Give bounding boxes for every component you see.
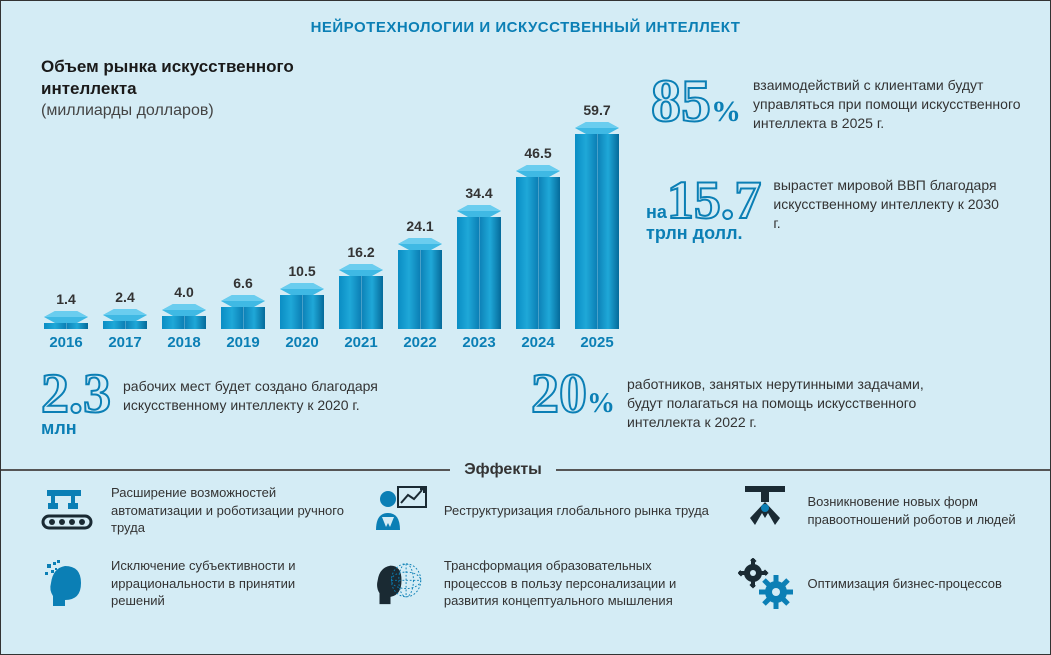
bar-value: 4.0 (174, 284, 193, 300)
bar-2016: 1.4 (41, 291, 91, 329)
effects-title: Эффекты (450, 461, 556, 479)
hex-bar (103, 309, 147, 329)
stat-number: 85 (651, 68, 711, 134)
hex-bar (457, 205, 501, 329)
bar-value: 24.1 (406, 218, 433, 234)
bar-2021: 16.2 (336, 244, 386, 329)
effect-item: Возникновение новых форм правоотношений … (738, 483, 1030, 538)
year-label: 2020 (277, 334, 327, 351)
bars-container: 1.42.44.06.610.516.224.134.446.559.7 (41, 114, 631, 329)
stat-prefix: на (646, 202, 667, 222)
bar-2023: 34.4 (454, 185, 504, 329)
bar-value: 34.4 (465, 185, 492, 201)
year-label: 2016 (41, 334, 91, 351)
stat-suffix: % (587, 388, 615, 419)
chart-title: Объем рынка искусственного интеллекта (м… (41, 56, 631, 120)
hex-bar (575, 122, 619, 329)
effect-text: Расширение возможностей автоматизации и … (111, 484, 349, 537)
stat-20: 20% работников, занятых нерутинными зада… (531, 371, 957, 432)
stat-number: 15.7 (667, 170, 762, 230)
bar-2025: 59.7 (572, 102, 622, 329)
divider-line (1, 469, 450, 471)
effect-item: Расширение возможностей автоматизации и … (41, 483, 349, 538)
head-globe-icon (374, 556, 429, 611)
bar-value: 16.2 (347, 244, 374, 260)
hex-bar (162, 304, 206, 329)
effect-item: Реструктуризация глобального рынка труда (374, 483, 713, 538)
stat-text: рабочих мест будет создано благодаря иск… (123, 371, 423, 415)
stat-number: 2.3 (41, 363, 111, 425)
year-label: 2024 (513, 334, 563, 351)
year-label: 2018 (159, 334, 209, 351)
year-label: 2019 (218, 334, 268, 351)
stat-text: вырастет мировой ВВП благодаря искусстве… (773, 176, 1003, 233)
effect-text: Реструктуризация глобального рынка труда (444, 502, 709, 520)
bar-2017: 2.4 (100, 289, 150, 329)
effect-text: Исключение субъективности и иррациональн… (111, 557, 349, 610)
robot-conveyor-icon (41, 483, 96, 538)
year-label: 2025 (572, 334, 622, 351)
year-label: 2023 (454, 334, 504, 351)
bar-value: 59.7 (583, 102, 610, 118)
stat-suffix: % (711, 95, 741, 128)
year-labels: 2016 2017 2018 2019 2020 2021 2022 2023 2024 2025 (41, 334, 622, 351)
bar-value: 46.5 (524, 145, 551, 161)
person-chart-icon (374, 483, 429, 538)
stat-text: взаимодействий с клиентами будут управля… (753, 76, 1033, 133)
robot-claw-icon (738, 483, 793, 538)
bar-2020: 10.5 (277, 263, 327, 329)
hex-bar (280, 283, 324, 329)
hex-bar (398, 238, 442, 329)
bar-value: 2.4 (115, 289, 134, 305)
effect-item: Оптимизация бизнес-процессов (738, 556, 1030, 611)
stat-157: на15.7 трлн долл. вырастет мировой ВВП б… (646, 176, 1003, 242)
bar-2022: 24.1 (395, 218, 445, 329)
digital-head-icon (41, 556, 96, 611)
effect-item: Трансформация образовательных процессов … (374, 556, 713, 611)
bar-value: 10.5 (288, 263, 315, 279)
stat-23: 2.3 млн рабочих мест будет создано благо… (41, 371, 423, 437)
stat-85: 85% взаимодействий с клиентами будут упр… (651, 76, 1033, 133)
bar-value: 1.4 (56, 291, 75, 307)
effects-header: Эффекты (1, 461, 1050, 479)
bar-2019: 6.6 (218, 275, 268, 329)
year-label: 2021 (336, 334, 386, 351)
year-label: 2017 (100, 334, 150, 351)
effect-text: Оптимизация бизнес-процессов (808, 575, 1002, 593)
stat-number: 20 (531, 363, 587, 425)
effect-item: Исключение субъективности и иррациональн… (41, 556, 349, 611)
bar-value: 6.6 (233, 275, 252, 291)
bar-2018: 4.0 (159, 284, 209, 329)
bar-2024: 46.5 (513, 145, 563, 329)
hex-bar (339, 264, 383, 329)
effect-text: Трансформация образовательных процессов … (444, 557, 713, 610)
divider-line (556, 469, 1050, 471)
year-label: 2022 (395, 334, 445, 351)
gears-icon (738, 556, 793, 611)
page-title: НЕЙРОТЕХНОЛОГИИ И ИСКУССТВЕННЫЙ ИНТЕЛЛЕК… (1, 1, 1050, 36)
chart-area: Объем рынка искусственного интеллекта (м… (41, 56, 631, 351)
hex-bar (44, 311, 88, 329)
effects-grid: Расширение возможностей автоматизации и … (41, 483, 1030, 611)
effect-text: Возникновение новых форм правоотношений … (808, 493, 1030, 528)
hex-bar (516, 165, 560, 329)
hex-bar (221, 295, 265, 329)
stat-text: работников, занятых нерутинными задачами… (627, 371, 957, 432)
